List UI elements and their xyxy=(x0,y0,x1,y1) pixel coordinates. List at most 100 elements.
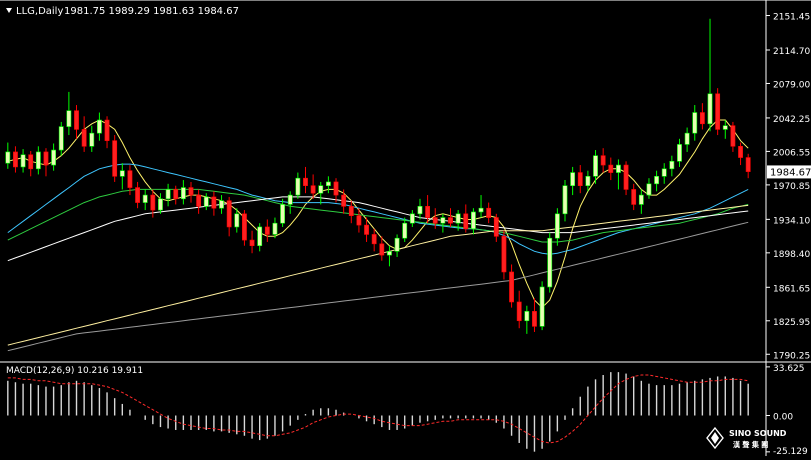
candle xyxy=(364,217,369,242)
candle xyxy=(226,196,232,237)
macd-tick-label: 33.625 xyxy=(773,364,805,374)
candle xyxy=(325,176,331,194)
candle xyxy=(677,138,682,167)
candle xyxy=(692,105,698,141)
candle xyxy=(310,174,316,199)
candle xyxy=(646,178,652,199)
candle xyxy=(112,135,118,182)
candle-body xyxy=(738,146,743,158)
candle xyxy=(554,208,560,246)
macd-signal-polyline xyxy=(7,374,749,444)
candle xyxy=(242,210,247,246)
candle-body xyxy=(173,189,179,200)
ohlc-label: 1981.75 1989.29 1981.63 1984.67 xyxy=(64,6,239,17)
candle-body xyxy=(638,194,644,205)
ma30-line xyxy=(7,188,749,243)
ma200-line xyxy=(7,221,749,352)
candle xyxy=(66,91,72,136)
ma120-line xyxy=(7,204,749,346)
candle-body xyxy=(677,144,682,162)
candle-body xyxy=(242,213,247,241)
candle-body xyxy=(5,151,11,164)
candle xyxy=(234,208,240,233)
macd-axis-labels: 33.625 0.00 -25.129 xyxy=(766,364,808,457)
candle xyxy=(249,230,255,254)
candle xyxy=(97,112,102,141)
candle xyxy=(158,193,163,214)
candle xyxy=(89,125,95,152)
candle-body xyxy=(402,222,408,239)
candle xyxy=(425,195,431,224)
candle xyxy=(196,189,202,214)
candle-body xyxy=(379,243,385,256)
candle xyxy=(547,232,553,293)
candle xyxy=(257,223,263,252)
candle-body xyxy=(249,239,255,247)
candle-body xyxy=(448,217,453,224)
candle-body xyxy=(661,168,667,177)
candle-body xyxy=(104,119,110,141)
candle xyxy=(722,120,728,139)
candle xyxy=(600,148,606,173)
moving-averages xyxy=(7,119,749,352)
candle-body xyxy=(669,161,675,170)
candle xyxy=(51,143,57,171)
candle xyxy=(455,210,461,231)
candle-body xyxy=(623,164,629,190)
candle xyxy=(203,193,209,211)
candle-body xyxy=(325,181,331,186)
candle xyxy=(272,217,278,239)
candle-body xyxy=(486,207,492,218)
candle-body xyxy=(707,93,713,125)
current-price-marker: 1984.67 xyxy=(767,165,811,179)
candle xyxy=(532,298,537,332)
macd-signal-line xyxy=(7,374,749,444)
candle xyxy=(417,198,423,220)
candle xyxy=(684,127,690,152)
ma20-line xyxy=(7,163,749,255)
current-price-label: 1984.67 xyxy=(770,167,811,178)
candle-body xyxy=(310,185,316,194)
sinosound-logo: SINO SOUND 漢 聲 集 團 xyxy=(705,426,803,450)
price-tick-label: 2006.55 xyxy=(773,148,810,158)
candle-body xyxy=(295,177,301,196)
candle xyxy=(43,148,49,177)
candle-body xyxy=(432,217,438,224)
candle xyxy=(463,204,469,233)
candle-body xyxy=(715,93,721,130)
candle xyxy=(173,185,179,205)
candle-body xyxy=(562,185,568,215)
price-tick-label: 1934.10 xyxy=(773,216,810,226)
candle xyxy=(333,178,339,203)
candle-body xyxy=(501,236,507,273)
candle-body xyxy=(119,170,125,177)
candle xyxy=(104,116,110,149)
candle xyxy=(577,165,583,194)
candle xyxy=(738,142,743,166)
candle-body xyxy=(539,286,545,327)
candle-body xyxy=(593,155,598,177)
candle-body xyxy=(196,194,202,207)
collapse-triangle-icon[interactable] xyxy=(6,8,12,13)
candle xyxy=(501,230,507,280)
candle-body xyxy=(631,189,637,205)
candle xyxy=(608,157,614,181)
candle xyxy=(387,245,392,267)
candle-body xyxy=(112,140,118,177)
ma60-line xyxy=(7,196,749,262)
candle-body xyxy=(409,213,415,224)
candle xyxy=(524,305,530,334)
candle-body xyxy=(440,217,446,224)
candle xyxy=(440,213,446,233)
candle-body xyxy=(471,211,476,230)
price-tick-label: 1825.95 xyxy=(773,318,810,328)
candle xyxy=(219,195,224,214)
candle xyxy=(661,163,667,184)
diamond-logo-icon xyxy=(706,426,724,450)
candle xyxy=(295,172,301,199)
candle xyxy=(585,170,591,192)
candle xyxy=(562,180,568,222)
candle-body xyxy=(257,226,263,247)
candle-body xyxy=(142,194,148,203)
